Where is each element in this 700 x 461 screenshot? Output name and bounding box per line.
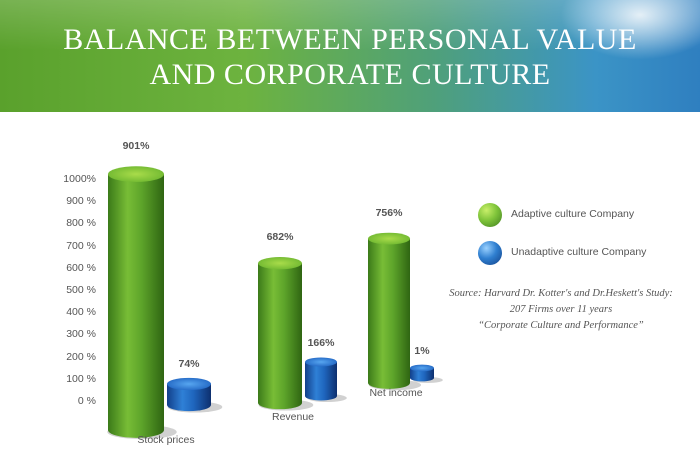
y-tick-label: 100 % [66,372,96,385]
legend-swatch-green [478,203,502,227]
y-tick-label: 500 % [66,284,96,296]
data-label-unadaptive: 166% [307,337,335,350]
data-label-adaptive: 756% [375,206,403,219]
source-line-3: “Corporate Culture and Performance” [478,320,644,331]
bar-adaptive-0 [107,166,177,440]
legend-label-adaptive: Adaptive culture Company [511,208,635,220]
y-tick-label: 0 % [77,395,96,407]
source-note: Source: Harvard Dr. Kotter's and Dr.Hesk… [430,286,692,334]
source-line-2: 207 Firms over 11 years [509,304,613,315]
bar-unadaptive-0 [167,377,223,413]
y-tick-label: 200 % [66,350,96,363]
legend-swatch-blue [478,241,502,265]
y-tick-label: 1000% [63,173,96,185]
chart-title-line-1: BALANCE BETWEEN PERSONAL VALUE [63,23,637,56]
bar-adaptive-1 [258,257,314,411]
title-banner: BALANCE BETWEEN PERSONAL VALUE AND CORPO… [0,0,700,112]
chart-title-line-2: AND CORPORATE CULTURE [149,58,551,91]
y-tick-label: 700 % [66,239,96,252]
category-label: Net income [369,387,423,399]
data-label-unadaptive: 1% [414,344,430,357]
y-tick-label: 300 % [66,328,96,341]
y-tick-label: 900 % [66,195,96,208]
bar-unadaptive-1 [305,357,347,403]
data-label-adaptive: 682% [266,231,294,244]
category-label: Stock prices [137,434,195,446]
legend-label-unadaptive: Unadaptive culture Company [511,246,647,258]
chart-title: BALANCE BETWEEN PERSONAL VALUE AND CORPO… [0,22,700,92]
y-tick-label: 600 % [66,261,96,274]
source-line-1: Source: Harvard Dr. Kotter's and Dr.Hesk… [449,288,673,299]
data-label-unadaptive: 74% [178,357,200,370]
y-tick-label: 400 % [66,306,96,319]
data-label-adaptive: 901% [122,140,150,153]
y-tick-label: 800 % [66,217,96,230]
category-label: Revenue [271,411,315,423]
bar-unadaptive-2 [410,364,443,384]
bar-adaptive-2 [368,232,422,391]
